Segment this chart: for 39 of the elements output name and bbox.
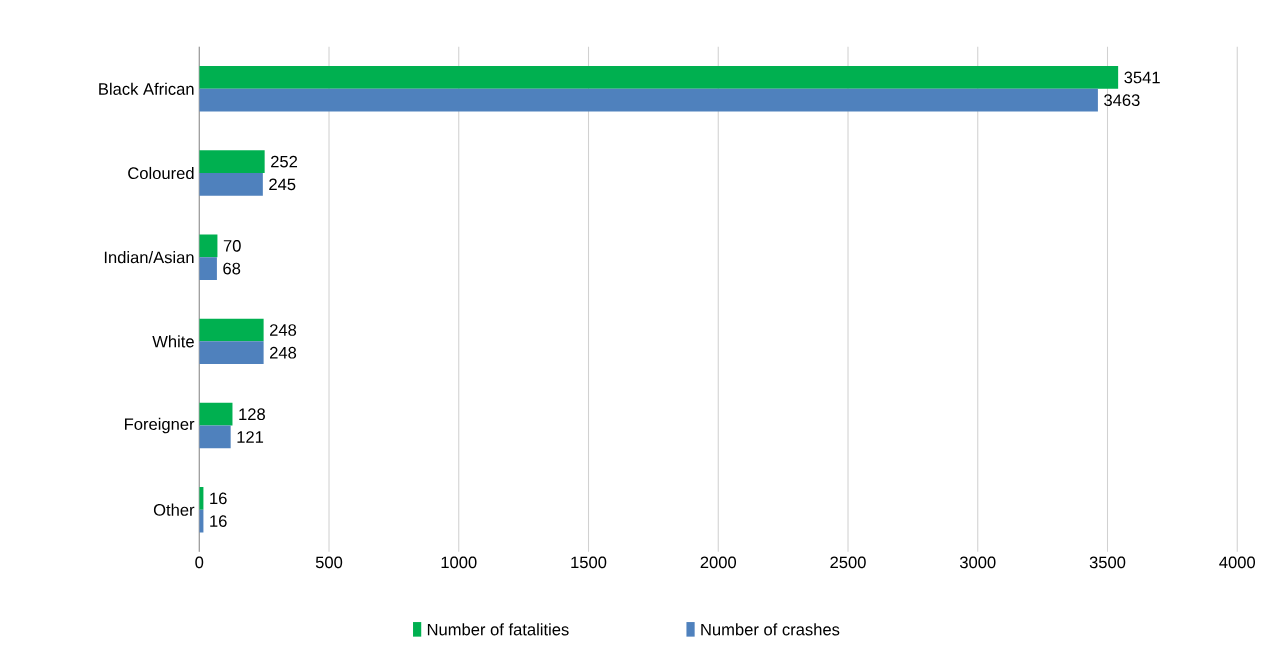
bar — [199, 425, 231, 449]
bar — [199, 341, 264, 365]
data-label: 248 — [270, 324, 297, 336]
y-tick-label: Indian/Asian — [104, 251, 194, 264]
x-tick-label: 2500 — [830, 556, 866, 569]
x-tick-label: 2000 — [700, 556, 737, 569]
legend-label: Number of crashes — [701, 623, 840, 636]
data-label: 16 — [210, 492, 227, 505]
y-tick-label: Foreigner — [125, 417, 195, 434]
bar — [199, 150, 265, 173]
data-label: 16 — [210, 515, 227, 527]
bar — [199, 318, 264, 342]
data-label: 3541 — [1124, 71, 1160, 84]
data-label: 252 — [271, 155, 298, 168]
x-tick-label: 4000 — [1219, 556, 1256, 569]
data-label: 3463 — [1104, 94, 1140, 107]
legend-label: Number of fatalities — [427, 623, 569, 636]
x-tick-label: 3000 — [959, 556, 996, 569]
y-tick-label: Coloured — [128, 166, 194, 180]
y-tick-label: White — [152, 335, 194, 348]
bar — [199, 234, 218, 258]
bar — [199, 402, 233, 426]
bar — [199, 257, 217, 280]
bar — [199, 88, 1098, 112]
y-tick-label: Other — [153, 503, 195, 516]
data-label: 121 — [237, 431, 264, 443]
data-label: 128 — [239, 408, 265, 420]
x-tick-label: 3500 — [1089, 556, 1126, 569]
data-label: 68 — [223, 262, 241, 275]
bar — [199, 172, 263, 196]
x-tick-label: 500 — [315, 556, 343, 569]
y-tick-label: Black African — [99, 82, 194, 95]
data-label: 248 — [270, 346, 297, 359]
x-tick-label: 1500 — [571, 556, 607, 569]
data-label: 245 — [269, 178, 296, 191]
bar — [199, 66, 1119, 89]
data-label: 70 — [223, 239, 241, 252]
x-tick-label: 0 — [195, 556, 204, 569]
x-tick-label: 1000 — [441, 556, 477, 569]
